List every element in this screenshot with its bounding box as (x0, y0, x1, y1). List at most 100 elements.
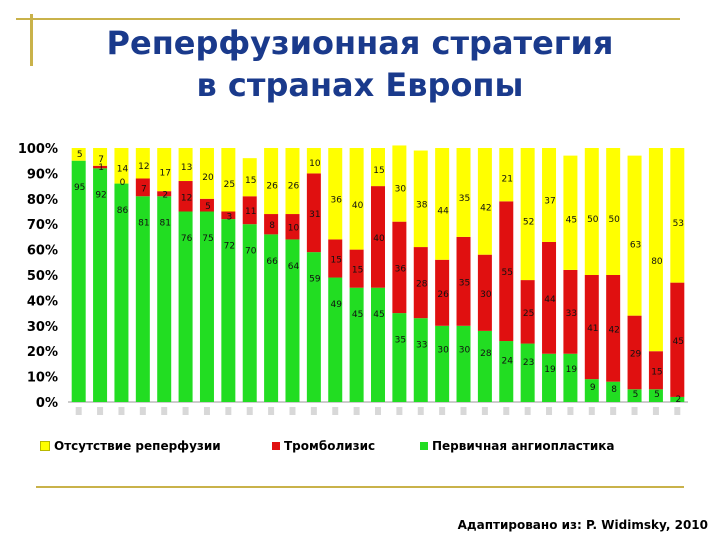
data-label: 19 (544, 365, 556, 375)
data-label: 41 (587, 324, 598, 334)
data-label: 30 (437, 346, 449, 356)
bar-segment-no-reperfusion (71, 148, 86, 161)
data-label: 3 (226, 212, 232, 222)
x-tick-marker (396, 407, 403, 415)
bar-segment-no-reperfusion (135, 148, 150, 179)
x-tick-marker (139, 407, 146, 415)
bar-segment-thrombolysis (584, 275, 599, 380)
data-label: 15 (373, 166, 384, 176)
data-label: 30 (395, 184, 407, 194)
data-label: 19 (566, 365, 578, 375)
data-label: 45 (566, 215, 577, 225)
data-label: 50 (587, 215, 599, 225)
data-label: 21 (502, 174, 513, 184)
bar-segment-primary-pci (285, 239, 300, 402)
data-label: 45 (352, 310, 363, 320)
bar-segment-thrombolysis (199, 198, 214, 212)
bar-segment-primary-pci (627, 389, 642, 402)
x-tick-marker (652, 407, 659, 415)
bar-segment-thrombolysis (606, 275, 621, 382)
bar-segment-no-reperfusion (627, 155, 642, 316)
data-label: 9 (590, 383, 596, 393)
x-tick-marker (353, 407, 360, 415)
legend-label-no-reperfusion: Отсутствие реперфузии (54, 439, 221, 453)
x-tick-marker (182, 407, 189, 415)
bar-segment-thrombolysis (520, 280, 535, 344)
stacked-bar-chart: 0%10%20%30%40%50%60%70%80%90%100% 5 714 121… (18, 142, 688, 415)
bar-segment-primary-pci (178, 211, 193, 402)
data-label: 10 (309, 159, 321, 169)
data-label: 0 (120, 178, 126, 188)
bar-segment-thrombolysis (135, 178, 150, 197)
bar-segment-no-reperfusion (328, 148, 343, 240)
data-label: 12 (138, 162, 149, 172)
bar-segment-primary-pci (199, 211, 214, 402)
title-line-2: в странах Европы (196, 66, 524, 104)
bar-segment-no-reperfusion (371, 148, 385, 187)
data-label: 64 (288, 262, 300, 272)
bar-segment-primary-pci (584, 379, 599, 402)
bar-segment-thrombolysis (456, 236, 471, 326)
bar-segment-primary-pci (392, 313, 407, 402)
bar-segment-no-reperfusion (157, 148, 172, 192)
bar-segment-primary-pci (71, 160, 86, 402)
data-label: 17 (159, 169, 170, 179)
bar-segment-no-reperfusion (306, 148, 321, 174)
bar-segment-thrombolysis (371, 186, 385, 288)
bar-segment-thrombolysis (328, 239, 343, 278)
bar-segment-no-reperfusion (221, 148, 236, 212)
x-tick-marker (268, 407, 275, 415)
bar-segment-no-reperfusion (606, 148, 621, 275)
bar-segment-thrombolysis (242, 196, 257, 225)
bar-segment-primary-pci (520, 343, 535, 402)
data-label: 35 (395, 336, 406, 346)
bar-segment-no-reperfusion (114, 148, 129, 184)
data-label: 44 (544, 295, 556, 305)
bar-segment-thrombolysis (285, 214, 300, 240)
x-tick-marker (503, 407, 510, 415)
x-tick-marker (417, 407, 424, 415)
y-tick-label: 10% (27, 371, 58, 386)
legend-swatch-yellow (40, 441, 50, 451)
data-label: 5 (633, 390, 639, 400)
y-tick-label: 40% (27, 294, 58, 309)
bar-segment-primary-pci (456, 325, 471, 402)
bar-segment-primary-pci (371, 287, 385, 402)
data-label: 7 (141, 184, 147, 194)
y-tick-label: 50% (27, 269, 58, 284)
data-label: 25 (523, 309, 534, 319)
data-label: 66 (266, 257, 278, 267)
data-label: 36 (395, 264, 407, 274)
bar-segment-thrombolysis (499, 201, 514, 342)
data-label: 26 (266, 181, 278, 191)
x-tick-marker (75, 407, 82, 415)
bar-segment-no-reperfusion (413, 150, 428, 248)
bar-segment-primary-pci (93, 168, 108, 402)
bar-segment-primary-pci (349, 287, 364, 402)
data-label: 2 (162, 191, 168, 201)
data-label: 45 (673, 337, 684, 347)
bar-segment-primary-pci (648, 389, 663, 402)
x-tick-marker (332, 407, 339, 415)
bar-segment-thrombolysis (178, 181, 193, 212)
x-tick-marker (546, 407, 553, 415)
data-label: 81 (159, 219, 170, 229)
legend-item-thrombolysis: Тромболизис (272, 438, 375, 454)
bar-segment-thrombolysis (93, 165, 108, 169)
x-tick-marker (225, 407, 232, 415)
data-label: 63 (630, 241, 641, 251)
bar-segment-no-reperfusion (435, 148, 450, 260)
data-label: 5 (77, 150, 83, 160)
data-label: 33 (416, 340, 427, 350)
data-label: 24 (502, 356, 514, 366)
data-label: 12 (181, 193, 192, 203)
data-label: 10 (288, 224, 300, 234)
bar-segment-primary-pci (221, 219, 236, 402)
data-label: 31 (309, 210, 320, 220)
data-label: 33 (566, 309, 577, 319)
data-label: 70 (245, 247, 257, 257)
data-label: 42 (608, 325, 619, 335)
bar-segment-primary-pci (157, 196, 172, 402)
data-label: 40 (352, 201, 364, 211)
